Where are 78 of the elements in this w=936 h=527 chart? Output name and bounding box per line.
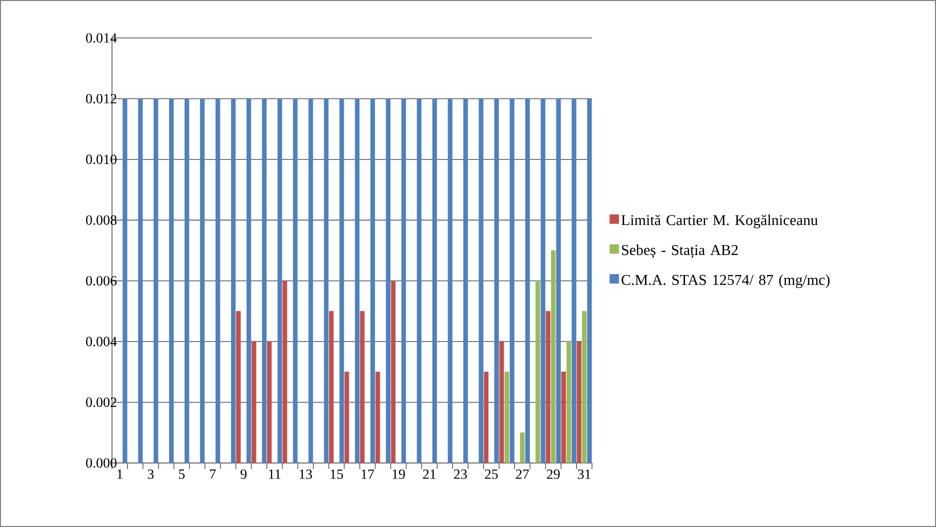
x-tick-label: 11: [269, 469, 280, 479]
bar: [499, 341, 504, 463]
bar: [494, 98, 499, 463]
x-tick-label: 15: [330, 469, 343, 479]
y-tick-label: 0.006: [86, 276, 117, 286]
bar: [277, 98, 282, 463]
y-tick-label: 0.012: [86, 94, 116, 104]
x-tick-label: 3: [148, 470, 154, 479]
x-tick-label: 27: [516, 470, 529, 479]
bar: [582, 311, 587, 463]
bar: [546, 311, 550, 463]
bar: [200, 98, 205, 463]
x-tick-label: 7: [210, 470, 216, 479]
legend-label: C.M.A. STAS 12574/ 87 (mg/mc): [622, 274, 830, 288]
y-tick-label: 0.010: [86, 154, 116, 164]
y-tick-label: 0.000: [86, 458, 116, 468]
bar: [540, 98, 546, 463]
bar: [463, 98, 468, 463]
y-tick-label: 0.002: [86, 398, 116, 408]
bar: [231, 98, 236, 463]
bar: [390, 280, 396, 463]
bar: [375, 372, 380, 463]
bar: [324, 98, 329, 463]
bar: [416, 98, 422, 463]
bar: [478, 98, 484, 463]
bar: [216, 98, 220, 463]
bar: [566, 341, 572, 463]
y-tick-label: 0.004: [86, 336, 117, 346]
x-tick-label: 13: [300, 470, 312, 479]
y-tick-label: 0.014: [86, 33, 117, 43]
bar: [484, 372, 488, 463]
bar: [329, 311, 334, 463]
x-tick-label: 25: [484, 470, 498, 479]
legend-label: Sebeș - Stația AB2: [622, 244, 738, 258]
bar: [344, 372, 350, 463]
x-tick-label: 21: [423, 470, 436, 479]
bar: [267, 341, 272, 463]
bar: [138, 98, 143, 463]
bar: [308, 98, 314, 463]
bar: [587, 98, 592, 463]
bar: [282, 280, 288, 463]
x-tick-label: 23: [454, 470, 467, 479]
x-tick-label: 5: [179, 470, 185, 479]
bar: [520, 432, 525, 463]
bar: [292, 98, 298, 463]
bar: [576, 341, 582, 463]
x-tick-label: 29: [546, 470, 560, 479]
bar: [184, 98, 190, 463]
bar: [122, 98, 128, 463]
bar: [386, 98, 390, 463]
bar: [252, 341, 256, 463]
y-tick-label: 0.008: [86, 215, 116, 225]
bar: [551, 250, 556, 463]
bar: [339, 98, 344, 463]
x-tick-label: 31: [578, 470, 590, 479]
bar: [572, 98, 576, 463]
bar: [432, 98, 437, 463]
x-tick-label: 19: [392, 470, 405, 479]
x-tick-label: 9: [240, 470, 247, 479]
bar: [262, 98, 267, 463]
bar: [525, 98, 530, 463]
x-tick-label: 17: [362, 469, 374, 479]
bar: [370, 98, 375, 463]
bar: [536, 280, 540, 463]
bar: [354, 98, 360, 463]
bar: [360, 311, 365, 463]
bar: [448, 98, 452, 463]
bar: [154, 98, 158, 463]
bar: [561, 372, 566, 463]
bar: [236, 311, 241, 463]
x-tick-label: 1: [117, 469, 122, 479]
bar: [510, 98, 514, 463]
bar: [246, 98, 252, 463]
bar: [169, 98, 174, 463]
bar: [556, 98, 561, 463]
bar: [504, 372, 510, 463]
bar: [401, 98, 406, 463]
legend-label: Limită Cartier M. Kogălniceanu: [621, 214, 818, 228]
